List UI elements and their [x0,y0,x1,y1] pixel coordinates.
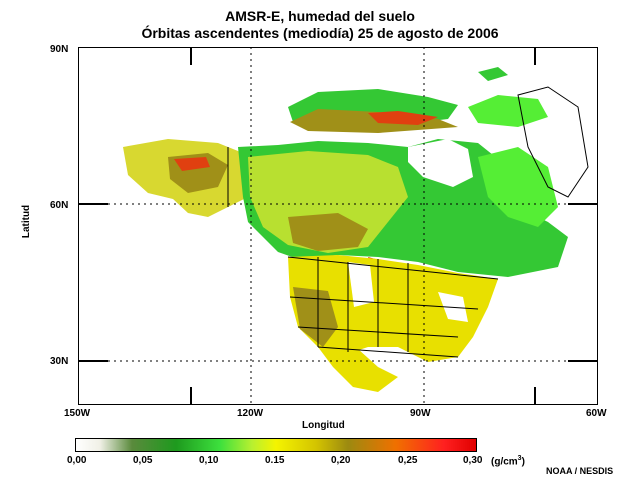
y-axis-title: Latitud [21,204,33,239]
lon-tick-90w: 90W [410,408,431,419]
colorbar-tick: 0,00 [67,455,87,466]
lon-tick-150w: 150W [64,408,91,419]
colorbar-tick: 0,10 [199,455,219,466]
usa-region [288,255,498,362]
usa-southwest-olive [293,287,338,347]
credit-label: NOAA / NESDIS [546,466,614,476]
x-axis-title: Longitud [302,420,345,431]
colorbar-tick: 0,25 [398,455,418,466]
lon-tick-60w: 60W [586,408,607,419]
tick-marks [78,47,598,405]
usa-no-data-strip [348,262,374,307]
lat-tick-90n: 90N [50,44,69,55]
arctic-dry-strip [290,109,458,133]
colorbar-tick: 0,20 [331,455,351,466]
prairie-olive [288,213,368,251]
colorbar-tick: 0,05 [133,455,153,466]
arctic-wet-patch [368,111,438,125]
map-frame [78,47,598,405]
alaska-wet [174,157,210,171]
mexico-region [318,347,398,392]
lon-tick-120w: 120W [237,408,264,419]
lat-tick-60n: 60N [50,200,69,211]
units-label: (g/cm3) [491,455,525,468]
canada-prairie [248,151,408,253]
colorbar [75,438,477,452]
lat-tick-30n: 30N [50,356,69,367]
political-boundaries [227,86,589,358]
chart-title: AMSR-E, humedad del suelo [225,8,415,24]
chart-subtitle: Órbitas ascendentes (mediodía) 25 de ago… [141,25,499,41]
colorbar-tick: 0,30 [463,455,483,466]
graticule [78,47,598,405]
soil-moisture-map [78,47,598,405]
colorbar-tick: 0.15 [265,455,285,466]
